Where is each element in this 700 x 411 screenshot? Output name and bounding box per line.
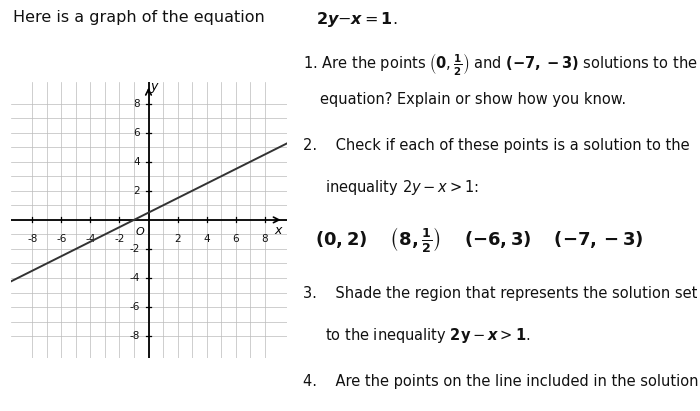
Text: -2: -2 — [114, 234, 125, 244]
Text: inequality $2y - x > 1$:: inequality $2y - x > 1$: — [325, 178, 480, 197]
Text: 6: 6 — [133, 128, 140, 138]
Text: 1. Are the points $\left(\mathbf{0}, \mathbf{\frac{1}{2}}\right)$ and $\mathbf{(: 1. Are the points $\left(\mathbf{0}, \ma… — [303, 52, 698, 78]
Text: -4: -4 — [85, 234, 96, 244]
Text: 4: 4 — [133, 157, 140, 167]
Text: -6: -6 — [56, 234, 66, 244]
Text: $O$: $O$ — [135, 225, 146, 237]
Text: Here is a graph of the equation: Here is a graph of the equation — [13, 10, 270, 25]
Text: 4: 4 — [203, 234, 210, 244]
Text: to the inequality $\mathbf{2y} - \boldsymbol{x} > \mathbf{1}$.: to the inequality $\mathbf{2y} - \boldsy… — [325, 326, 531, 345]
Text: $\mathbf{(0, 2)}$    $\left(\mathbf{8, \frac{1}{2}}\right)$    $\mathbf{(-6, 3)}: $\mathbf{(0, 2)}$ $\left(\mathbf{8, \fra… — [315, 225, 643, 254]
Text: -8: -8 — [27, 234, 38, 244]
Text: $y$: $y$ — [150, 81, 160, 95]
Text: $x$: $x$ — [274, 224, 284, 237]
Text: 8: 8 — [261, 234, 268, 244]
Text: -2: -2 — [130, 244, 140, 254]
Text: -8: -8 — [130, 331, 140, 341]
Text: 6: 6 — [232, 234, 239, 244]
Text: equation? Explain or show how you know.: equation? Explain or show how you know. — [321, 92, 626, 107]
Text: 2: 2 — [174, 234, 181, 244]
Text: 2: 2 — [133, 186, 140, 196]
Text: -6: -6 — [130, 302, 140, 312]
Text: 3.    Shade the region that represents the solution set: 3. Shade the region that represents the … — [303, 286, 697, 301]
Text: 8: 8 — [133, 99, 140, 109]
Text: 4.    Are the points on the line included in the solution: 4. Are the points on the line included i… — [303, 374, 699, 388]
Text: $\mathbf{2}$$\boldsymbol{y}$$ - $$\boldsymbol{x}$$ = \mathbf{1}$.: $\mathbf{2}$$\boldsymbol{y}$$ - $$\bolds… — [316, 10, 398, 29]
Text: 2.    Check if each of these points is a solution to the: 2. Check if each of these points is a so… — [303, 138, 690, 153]
Text: -4: -4 — [130, 273, 140, 283]
